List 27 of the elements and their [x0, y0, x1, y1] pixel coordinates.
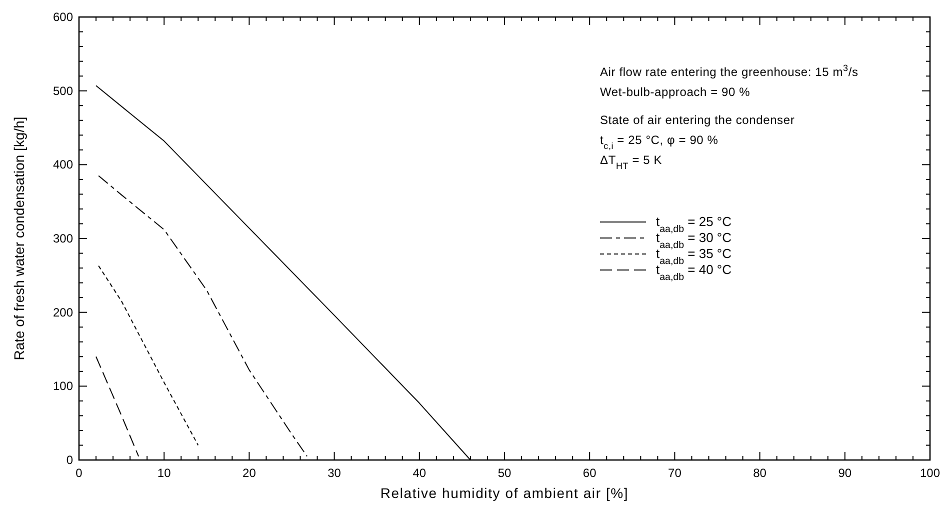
line-series: [98, 175, 308, 457]
x-tick-label: 100: [920, 466, 940, 480]
x-tick-label: 10: [157, 466, 172, 480]
y-tick-label: 600: [52, 10, 74, 24]
line-series: [98, 265, 199, 446]
x-tick-label: 70: [668, 466, 682, 480]
x-tick-label: 20: [242, 466, 256, 480]
x-tick-label: 30: [328, 466, 342, 480]
annotation: Air flow rate entering the greenhouse: 15 m$^{3}$/s: [600, 63, 858, 79]
y-tick-label: 300: [52, 232, 74, 246]
annotation: State of air entering the condenser: [600, 113, 795, 127]
y-tick-label: 400: [52, 158, 74, 172]
x-tick-label: 80: [753, 466, 767, 480]
x-tick-label: 90: [838, 466, 852, 480]
y-tick-label: 0: [66, 453, 74, 467]
x-axis-title: Relative humidity of ambient air [%]: [380, 485, 629, 501]
annotation: ΔT$_{HT}$ = 5 K: [600, 153, 662, 171]
x-tick-label: 60: [582, 466, 597, 480]
annotation: Wet-bulb-approach = 90 %: [600, 85, 750, 99]
y-tick-label: 200: [52, 305, 74, 320]
x-tick-label: 0: [76, 466, 83, 480]
y-axis-title: Rate of fresh water condensation [kg/h]: [11, 116, 27, 360]
x-tick-label: 50: [498, 466, 512, 480]
y-tick-label: 500: [52, 84, 74, 98]
y-tick-label: 100: [52, 379, 74, 394]
x-tick-label: 40: [412, 466, 426, 480]
annotation: t$_{c,i}$ = 25 °C, φ = 90 %: [600, 133, 718, 151]
